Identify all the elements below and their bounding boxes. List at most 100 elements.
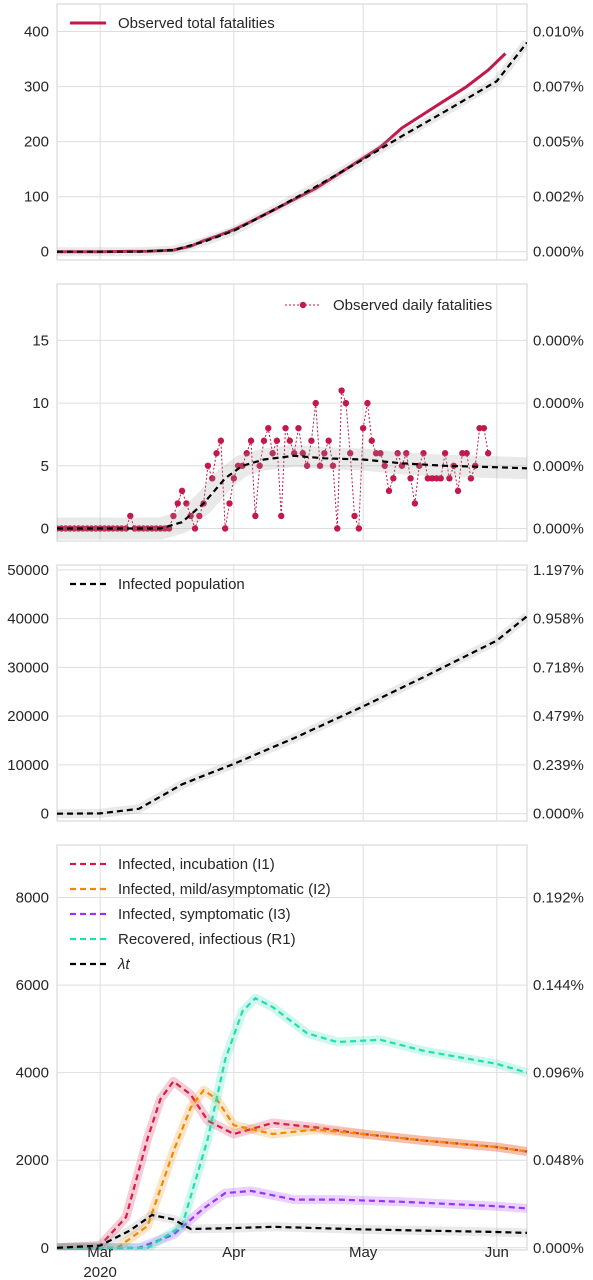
data-point [286,437,294,444]
right-tick-label: 0.192% [533,890,584,907]
data-point [355,525,363,532]
data-point [278,512,285,520]
data-point [269,450,276,457]
data-point [178,487,186,495]
legend-item: Observed total fatalities [70,15,275,32]
data-point [359,424,367,432]
data-point [463,450,470,457]
y-tick-label: 300 [24,79,49,96]
y-tick-label: 100 [24,189,49,206]
right-tick-label: 0.010% [533,24,584,41]
x-tick-label: Apr [222,1244,245,1261]
data-point [213,450,220,457]
data-point [204,462,212,469]
legend-item: Infected, symptomatic (I3) [70,906,291,923]
right-tick-label: 0.000% [533,458,584,475]
data-point [252,512,259,520]
data-point [316,462,324,469]
data-point [342,399,350,407]
data-point [334,525,341,532]
legend-label: Infected, symptomatic (I3) [118,906,291,923]
y-tick-label: 200 [24,134,49,151]
y-tick-label: 20000 [7,708,49,725]
data-point [329,462,337,469]
data-point [411,500,419,507]
series--t-line [57,1213,527,1249]
plot-marks [57,612,527,819]
data-point [454,487,462,495]
y-tick-label: 0 [41,806,49,823]
right-tick-label: 0.000% [533,806,584,823]
legend-item: Infected, mild/asymptomatic (I2) [70,881,331,898]
right-tick-label: 0.000% [533,395,584,412]
data-point [226,500,233,507]
data-point [441,450,449,457]
x-axis: Mar Apr May Jun 2020 [83,1244,508,1280]
data-point [299,450,306,457]
series-model-mean-line [57,41,527,253]
y-tick-label: 5 [41,458,49,475]
plot-marks [57,39,527,257]
legend-label: Observed daily fatalities [333,297,492,314]
data-point [209,475,216,482]
right-tick-label: 0.096% [533,1065,584,1082]
right-tick-label: 1.197% [533,562,584,579]
y-tick-label: 8000 [16,890,49,907]
plot-marks [57,993,527,1250]
right-tick-label: 0.239% [533,757,584,774]
y-tick-label: 2000 [16,1152,49,1169]
data-point [437,475,444,482]
data-point [260,437,268,444]
data-point [480,424,488,432]
legend-label: Infected, incubation (I1) [118,856,275,873]
series-infected-mild-asymptomatic-i2-line [57,1088,527,1249]
right-tick-label: 0.000% [533,244,584,261]
data-point [325,437,332,444]
x-tick-label: May [349,1244,378,1261]
data-point [321,450,328,457]
series-infected-population-line [57,615,527,815]
data-point [446,475,453,482]
data-point [230,475,237,482]
data-point [347,450,354,457]
legend: Infected, incubation (I1) Infected, mild/… [70,856,331,973]
right-tick-label: 0.048% [533,1152,584,1169]
data-point [377,450,384,457]
series-recovered-infectious-r1-line [57,996,527,1249]
y-tick-label: 10 [32,395,49,412]
legend: Observed daily fatalities [285,297,492,314]
y-tick-label: 400 [24,24,49,41]
plot-area [56,844,528,1251]
y-tick-label: 15 [32,332,49,349]
x-tick-label: Mar [87,1244,113,1261]
data-point [484,450,492,457]
right-tick-label: 0.144% [533,977,584,994]
series-infected-symptomatic-i3-line [57,1189,527,1249]
right-tick-label: 0.479% [533,708,584,725]
right-tick-label: 0.000% [533,1240,584,1257]
right-tick-label: 0.002% [533,189,584,206]
right-tick-label: 0.005% [533,134,584,151]
plot-area [56,3,528,261]
legend-label: Infected, mild/asymptomatic (I2) [118,881,331,898]
legend-marker [299,301,307,309]
legend-item: Recovered, infectious (R1) [70,931,296,948]
y-tick-label: 0 [41,244,49,261]
data-point [407,475,414,482]
data-point [183,500,190,507]
plot-marks [57,387,527,540]
data-point [273,437,281,444]
y-tick-label: 50000 [7,562,49,579]
legend-item: Infected, incubation (I1) [70,856,275,873]
data-point [303,462,311,469]
data-point [243,450,250,457]
data-point [191,525,199,532]
data-point [390,475,397,482]
data-point [308,437,315,444]
data-point [174,500,181,507]
data-point [196,512,203,520]
data-point [221,525,229,532]
legend-label: Infected population [118,576,245,593]
data-point [265,424,272,432]
